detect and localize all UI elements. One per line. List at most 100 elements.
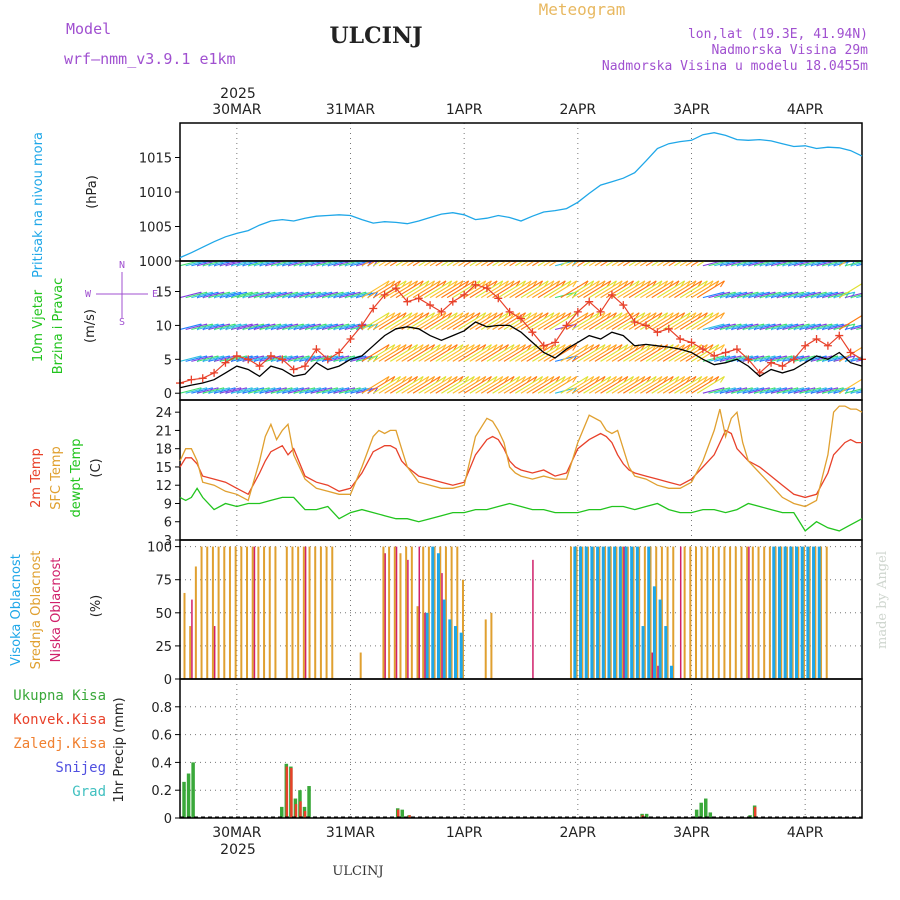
wind-barb bbox=[344, 291, 367, 299]
wind-barb bbox=[725, 355, 748, 362]
wind-gust-marker bbox=[244, 355, 253, 364]
wind-barb bbox=[333, 387, 355, 394]
wind-barb bbox=[782, 355, 804, 362]
wind-barb bbox=[208, 323, 230, 331]
low-cloud-bar bbox=[384, 553, 386, 679]
wind-barb bbox=[679, 376, 708, 394]
mid-cloud-bar bbox=[757, 546, 760, 679]
wind-barb bbox=[691, 344, 720, 362]
wind-barb bbox=[463, 261, 473, 267]
wind-barb bbox=[651, 376, 680, 394]
wind-barb bbox=[611, 280, 640, 299]
wind-barb bbox=[714, 387, 736, 394]
wind-barb bbox=[446, 261, 456, 267]
wind-barb bbox=[805, 323, 827, 331]
wind-barb-flag bbox=[669, 249, 673, 255]
wind-barb bbox=[282, 355, 304, 362]
wind-barb bbox=[384, 344, 413, 362]
wind-barb bbox=[623, 344, 651, 362]
wind-barb bbox=[231, 323, 253, 331]
wind-barb-flag bbox=[448, 249, 452, 255]
wind-barb bbox=[372, 312, 401, 330]
low-cloud-bar bbox=[395, 546, 398, 679]
wind-barb bbox=[810, 355, 833, 362]
model-label: Model bbox=[66, 20, 111, 38]
wind-barb bbox=[543, 312, 572, 330]
wind-barb-flag bbox=[863, 345, 867, 351]
wind-barb bbox=[282, 291, 304, 299]
wind-barb bbox=[782, 387, 804, 394]
wind-gust-marker bbox=[744, 355, 753, 364]
wind-barb-flag bbox=[879, 292, 883, 298]
wind-barb-flag bbox=[703, 249, 707, 255]
wind-barb bbox=[293, 387, 316, 394]
low-cloud-bar bbox=[623, 546, 625, 679]
wind-barb bbox=[822, 291, 844, 299]
temperature-panel: 3 6 9 12 15 18 21 24 bbox=[155, 399, 863, 549]
wind-gust-marker bbox=[778, 362, 787, 371]
wind-barb-flag bbox=[567, 249, 571, 255]
wind-barb bbox=[441, 376, 470, 394]
wind-barb-flag bbox=[402, 249, 406, 255]
wind-barb bbox=[793, 323, 816, 331]
wind-barb-flag bbox=[442, 249, 446, 255]
precip-frame bbox=[179, 678, 863, 819]
wind-barb-flag bbox=[863, 281, 867, 287]
cloud-ytick-label: 25 bbox=[155, 640, 172, 655]
wind-barb bbox=[469, 280, 498, 299]
wind-barb bbox=[696, 376, 725, 394]
wind-barb bbox=[838, 283, 862, 299]
wind-barb-flag bbox=[720, 344, 725, 351]
top-year-label: 2025 bbox=[220, 86, 256, 102]
wind-barb bbox=[435, 312, 464, 330]
wind-barb bbox=[446, 312, 475, 330]
wind-barb bbox=[509, 261, 519, 267]
wind-barb-flag bbox=[863, 376, 867, 382]
wind-barb-flag bbox=[459, 249, 463, 255]
wind-ylabel-line2: Brzina i Pravac bbox=[51, 278, 66, 375]
wind-barb bbox=[543, 261, 553, 267]
wind-barb bbox=[213, 355, 236, 362]
high-cloud-bar bbox=[613, 546, 617, 679]
wind-barb bbox=[645, 312, 674, 330]
wind-barb bbox=[668, 280, 697, 299]
wind-gust-marker bbox=[448, 297, 457, 306]
wind-barb bbox=[838, 261, 849, 267]
wind-barb bbox=[617, 280, 646, 299]
wind-barb bbox=[748, 291, 770, 299]
mid-cloud-bar bbox=[291, 546, 294, 679]
wind-barb-flag bbox=[879, 356, 883, 362]
mid-cloud-bar bbox=[632, 546, 635, 679]
wind-barb bbox=[793, 355, 816, 362]
wind-barb-flag bbox=[868, 356, 872, 362]
wind-barb bbox=[441, 312, 470, 330]
high-cloud-bar bbox=[669, 665, 673, 679]
low-cloud-bar bbox=[532, 559, 534, 679]
wind-barb bbox=[776, 355, 799, 362]
mid-cloud-bar bbox=[246, 546, 249, 679]
wind-barb bbox=[452, 344, 481, 362]
wind-barb bbox=[429, 376, 458, 394]
wind-barb bbox=[310, 291, 333, 299]
mid-cloud-bar bbox=[461, 579, 464, 679]
wind-barb bbox=[634, 376, 663, 394]
wind-barb bbox=[805, 387, 827, 394]
mid-cloud-bar bbox=[780, 546, 783, 679]
wind-barb bbox=[191, 355, 213, 362]
precip-total-bar bbox=[186, 773, 191, 818]
wind-gust-marker bbox=[664, 324, 673, 333]
wind-barb-flag bbox=[868, 292, 872, 298]
wind-barb bbox=[452, 261, 462, 267]
wind-barb bbox=[219, 323, 242, 331]
wind-barb bbox=[685, 261, 695, 267]
wind-barb bbox=[674, 376, 703, 394]
wind-barb bbox=[776, 387, 799, 394]
wind-barb bbox=[429, 280, 458, 299]
wind-barb-flag bbox=[573, 249, 577, 255]
wind-barb bbox=[696, 280, 725, 299]
wind-barb bbox=[503, 344, 532, 362]
mid-cloud-bar bbox=[797, 546, 800, 679]
mid-cloud-bar bbox=[217, 546, 220, 679]
mid-cloud-bar bbox=[211, 546, 214, 679]
